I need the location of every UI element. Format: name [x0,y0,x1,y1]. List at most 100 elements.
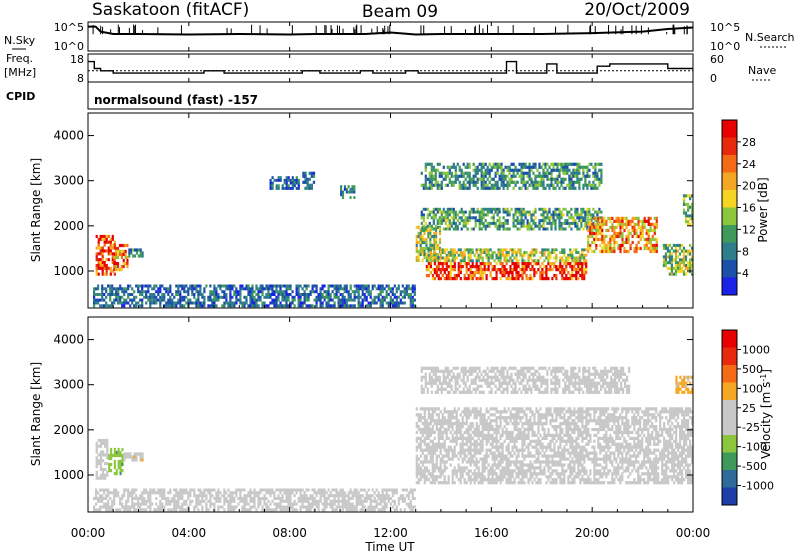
velocity-cell [455,436,458,440]
power-cell [511,248,514,252]
power-cell [678,269,682,273]
power-cell [621,237,624,242]
power-cell [435,255,438,260]
velocity-cell [459,427,462,432]
power-cell [484,168,487,172]
power-cell [463,248,466,252]
velocity-cell [227,505,230,509]
power-cell [478,216,481,220]
power-cell [227,304,230,308]
power-cell [446,213,449,217]
power-ytick-label: 1000 [53,264,84,278]
velocity-cell [463,481,466,485]
power-cell [444,183,447,187]
power-cell [568,186,571,190]
power-cell [189,298,192,302]
power-cell [501,274,504,278]
velocity-cell [175,491,178,495]
power-cell [285,304,288,308]
power-cell [109,266,112,270]
velocity-cell [225,497,228,500]
power-cell [495,256,498,260]
power-cell [105,269,108,273]
velocity-cell [123,458,126,462]
velocity-cell [423,419,426,423]
velocity-cell [495,425,498,429]
velocity-cell [433,445,436,449]
power-cell [419,228,422,233]
velocity-cell [307,497,310,500]
power-cell [502,171,505,175]
power-cell [629,219,632,223]
velocity-cell [461,445,464,449]
power-cell [481,274,484,278]
power-cell [424,227,427,231]
power-cell [233,284,236,288]
power-cell [668,272,671,276]
power-cell [550,183,553,187]
velocity-cell [131,455,134,459]
power-cell [485,262,488,266]
power-cell [383,295,386,299]
velocity-cell [441,419,444,423]
power-cell [393,304,396,308]
velocity-cell [473,445,476,449]
power-cell [555,259,558,263]
velocity-cell [311,494,314,498]
power-cell [499,268,502,272]
power-cell [315,290,318,294]
power-cell [467,274,470,278]
velocity-cell [295,508,298,512]
power-cell [503,253,506,257]
velocity-cell [99,444,103,448]
velocity-cell [145,488,148,492]
power-cell [506,207,509,211]
power-cell [501,265,504,269]
power-cell [403,290,406,294]
power-cell [103,272,106,276]
power-cell [383,287,386,291]
power-cell [243,304,246,308]
power-cell [551,248,554,252]
velocity-cell [371,499,374,503]
power-cell [512,213,515,217]
velocity-cell [425,457,428,461]
power-cell [619,234,622,239]
power-cell [461,265,464,269]
power-cell [271,290,274,294]
velocity-cell [287,491,290,495]
velocity-cell [231,499,234,503]
velocity-cell [159,488,162,492]
power-cell [371,301,374,305]
power-panel-bg [88,113,693,308]
power-cell [570,162,573,166]
velocity-cell [471,425,474,429]
power-cell [496,219,499,223]
velocity-cell [251,497,254,500]
power-cell [525,274,528,278]
velocity-cell [97,476,100,480]
power-cell [119,287,122,291]
power-cell [631,225,634,229]
power-cell [351,187,354,191]
velocity-cell [485,419,488,423]
power-cell [287,187,290,190]
power-cell [588,162,591,166]
velocity-cell [451,472,454,476]
power-cell [97,243,100,247]
power-cell [482,162,485,166]
power-cell [520,171,523,175]
power-cell [668,243,671,247]
power-cell [93,290,96,294]
velocity-cell [111,491,114,495]
velocity-cell [375,488,378,492]
velocity-cell [99,494,102,498]
velocity-cell [261,508,264,512]
velocity-cell [471,460,474,464]
power-cell [333,287,336,291]
power-cell [241,301,244,305]
velocity-cell [193,505,196,509]
power-cell [185,284,188,288]
velocity-cell [203,494,206,498]
velocity-cell [313,497,316,500]
